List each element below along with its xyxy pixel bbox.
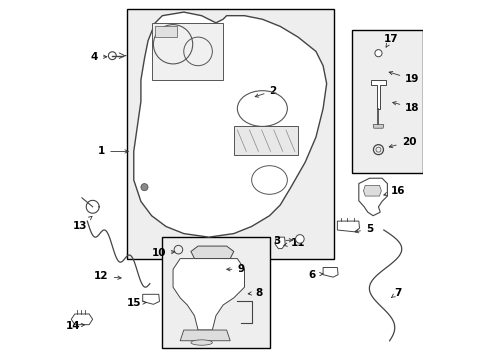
Polygon shape [233,126,298,155]
Polygon shape [173,258,244,330]
Text: 8: 8 [248,288,262,297]
Text: 19: 19 [388,72,419,84]
Text: 18: 18 [392,102,419,113]
Polygon shape [275,237,285,249]
Text: 13: 13 [73,216,92,231]
Text: 1: 1 [98,147,128,157]
Text: 12: 12 [94,271,121,282]
Text: 20: 20 [388,137,415,148]
Polygon shape [180,330,230,341]
Circle shape [108,52,116,60]
Text: 16: 16 [383,186,405,196]
Polygon shape [151,23,223,80]
Text: 7: 7 [391,288,401,297]
Polygon shape [190,246,233,258]
Polygon shape [71,314,93,325]
Polygon shape [372,125,383,128]
Circle shape [295,235,304,243]
Text: 2: 2 [255,86,276,97]
Polygon shape [370,80,385,109]
Polygon shape [155,26,176,37]
Text: 17: 17 [383,34,398,47]
Polygon shape [134,12,326,237]
Polygon shape [358,178,386,216]
Text: 9: 9 [226,264,244,274]
Polygon shape [162,237,269,348]
Polygon shape [126,9,333,258]
Polygon shape [142,294,159,304]
Polygon shape [323,267,337,277]
Polygon shape [351,30,422,173]
Text: 6: 6 [308,270,322,280]
Ellipse shape [190,340,212,345]
Text: 14: 14 [65,321,84,331]
Text: 5: 5 [355,224,372,234]
Circle shape [141,184,148,191]
Text: 4: 4 [90,52,106,62]
Text: 10: 10 [151,248,174,258]
Circle shape [374,50,381,57]
Text: 3: 3 [272,236,292,246]
Text: 15: 15 [126,297,146,307]
Text: 11: 11 [283,238,305,248]
Polygon shape [337,221,359,232]
Polygon shape [363,185,381,196]
